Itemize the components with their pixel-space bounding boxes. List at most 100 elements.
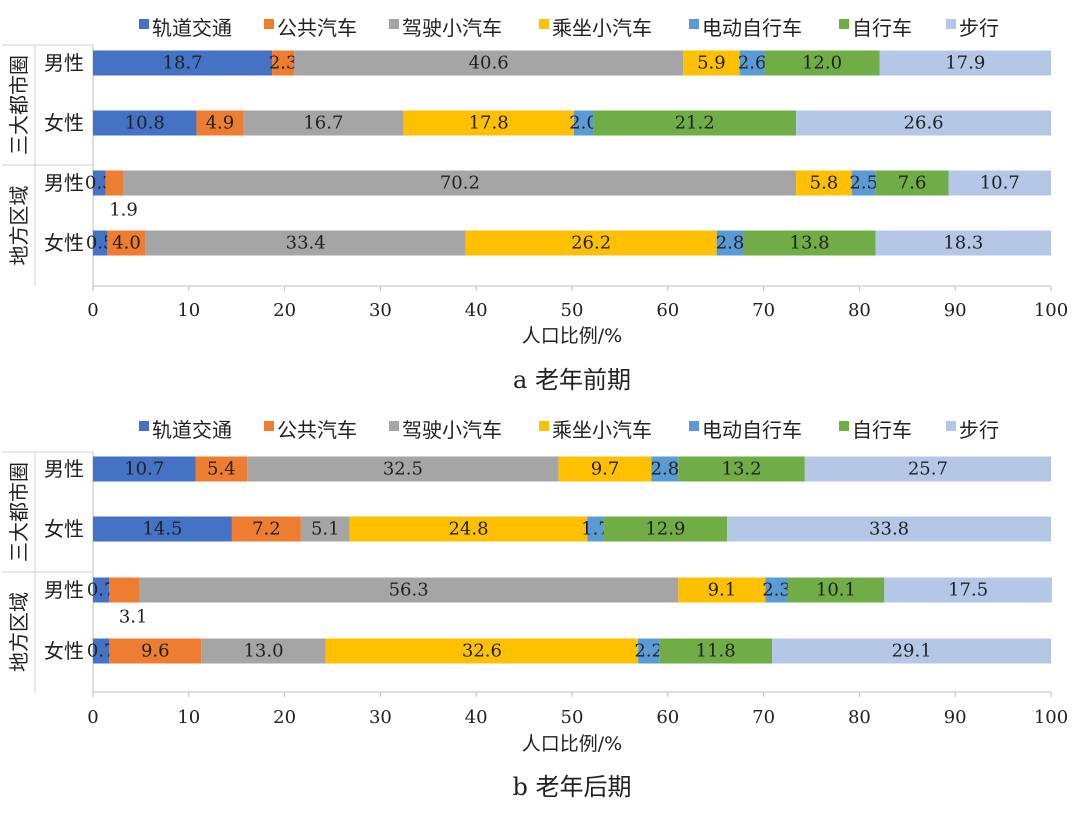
segment-value-label: 26.2 [571, 233, 611, 254]
legend-item-label: 驾驶小汽车 [402, 16, 502, 40]
legend-item-label: 电动自行车 [702, 16, 802, 40]
segment-value-label: 56.3 [389, 580, 429, 601]
segment-value-label: 16.7 [303, 113, 343, 134]
bar-segment [93, 170, 106, 196]
segment-value-label: 21.2 [675, 113, 715, 134]
x-tick-label: 70 [752, 300, 775, 321]
x-tick-label: 30 [369, 300, 392, 321]
segment-value-label: 12.0 [802, 53, 842, 74]
x-tick-label: 30 [369, 707, 392, 728]
segment-value-label: 1.7 [581, 519, 610, 540]
bar-segment [465, 230, 717, 256]
segment-value-label: 5.8 [810, 173, 839, 194]
bar-segment [879, 50, 1051, 76]
segment-value-label: 13.8 [790, 233, 830, 254]
segment-value-label: 33.4 [286, 233, 326, 254]
bar-segment [243, 110, 404, 136]
legend-item-label: 乘坐小汽车 [552, 16, 652, 40]
bar-segment [772, 638, 1051, 664]
bar-segment [138, 577, 679, 603]
legend-swatch [139, 19, 149, 29]
segment-value-label: 9.6 [141, 641, 170, 662]
bar-segment [678, 577, 766, 603]
segment-value-label: 10.7 [124, 459, 164, 480]
bar-segment [796, 170, 852, 196]
segment-value-label: 0.7 [87, 580, 116, 601]
bar-segment [787, 577, 885, 603]
segment-value-label: 11.8 [696, 641, 736, 662]
bar-segment [325, 638, 639, 664]
row-label: 女性 [44, 517, 84, 541]
x-tick-label: 80 [848, 707, 871, 728]
legend-swatch [264, 19, 274, 29]
segment-value-label: 2.3 [762, 580, 791, 601]
x-tick-label: 80 [848, 300, 871, 321]
segment-value-label: 17.9 [945, 53, 985, 74]
x-axis-title: 人口比例/% [522, 325, 622, 347]
bar-segment [603, 516, 728, 542]
group-label: 三大都市圈 [7, 55, 31, 155]
segment-value-label: 7.6 [898, 173, 927, 194]
segment-value-label: 29.1 [892, 641, 932, 662]
bar-segment [93, 456, 196, 482]
legend-item-label: 自行车 [852, 418, 912, 442]
group-label: 地方区域 [7, 186, 31, 266]
bar-segment [294, 50, 684, 76]
segment-value-label: 24.8 [448, 519, 488, 540]
bar-segment [875, 230, 1051, 256]
x-tick-label: 70 [752, 707, 775, 728]
row-label: 男性 [44, 171, 84, 195]
legend-swatch [264, 421, 274, 431]
x-tick-label: 10 [177, 300, 200, 321]
segment-value-label: 14.5 [142, 519, 182, 540]
panel-caption: a 老年前期 [513, 366, 631, 394]
bar-segment [403, 110, 574, 136]
segment-value-label: 4.0 [112, 233, 141, 254]
segment-value-label: 5.9 [697, 53, 726, 74]
bar-segment [796, 110, 1051, 136]
x-tick-label: 10 [177, 707, 200, 728]
row-label: 女性 [44, 111, 84, 135]
segment-value-label: 2.3 [269, 53, 298, 74]
segment-value-label: 18.7 [163, 53, 203, 74]
segment-value-label: 5.1 [311, 519, 340, 540]
bar-segment [231, 516, 301, 542]
row-label: 男性 [44, 51, 84, 75]
segment-value-label: 7.2 [252, 519, 281, 540]
legend-swatch [139, 421, 149, 431]
x-tick-label: 20 [273, 300, 296, 321]
segment-value-label: 26.6 [904, 113, 944, 134]
legend-item-label: 步行 [959, 418, 999, 442]
segment-value-label: 2.5 [849, 173, 878, 194]
bar-segment [804, 456, 1051, 482]
x-tick-label: 0 [87, 707, 98, 728]
bar-segment [739, 50, 765, 76]
x-tick-label: 100 [1034, 300, 1068, 321]
segment-value-label: 2.6 [738, 53, 767, 74]
legend-item-label: 轨道交通 [152, 418, 232, 442]
bar-segment [659, 638, 773, 664]
bar-segment [107, 230, 146, 256]
bar-segment [93, 516, 232, 542]
bar-segment [123, 170, 797, 196]
segment-value-label: 40.6 [469, 53, 509, 74]
bar-segment [93, 230, 108, 256]
x-axis-title: 人口比例/% [522, 733, 622, 755]
bar-segment [109, 638, 202, 664]
segment-value-label: 0.5 [86, 233, 115, 254]
segment-value-label: 9.1 [708, 580, 737, 601]
bar-segment [201, 638, 326, 664]
segment-value-label: 33.8 [869, 519, 909, 540]
row-label: 女性 [44, 231, 84, 255]
legend-swatch [389, 421, 399, 431]
bar-segment [109, 577, 139, 603]
row-label: 男性 [44, 457, 84, 481]
segment-value-label: 4.9 [206, 113, 235, 134]
bar-segment [765, 577, 788, 603]
legend-swatch [689, 19, 699, 29]
segment-value-label: 2.8 [716, 233, 745, 254]
bar-segment [683, 50, 740, 76]
x-tick-label: 90 [944, 707, 967, 728]
